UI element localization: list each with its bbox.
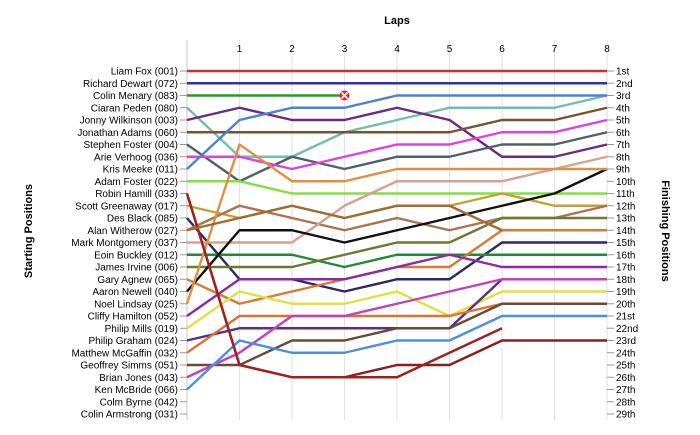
starting-label: Aaron Newell (040) <box>92 287 178 298</box>
finishing-label: 20th <box>616 299 635 310</box>
finishing-label: 17th <box>616 263 635 274</box>
series-lines <box>185 69 608 391</box>
starting-label: Jonathan Adams (060) <box>77 128 178 139</box>
starting-label: Adam Foster (022) <box>95 177 178 188</box>
starting-label: Colin Armstrong (031) <box>81 410 178 421</box>
finishing-label: 27th <box>616 385 635 396</box>
starting-label: Ken McBride (066) <box>95 385 178 396</box>
starting-label: Kris Meeke (011) <box>103 165 178 176</box>
finishing-label: 26th <box>616 373 635 384</box>
starting-label: Cliffy Hamilton (052) <box>88 312 178 323</box>
starting-label: Matthew McGaffin (032) <box>71 348 178 359</box>
series-line-6 <box>187 106 608 134</box>
starting-label: Noel Lindsay (025) <box>94 299 178 310</box>
finishing-label: 5th <box>616 116 630 127</box>
series-line-26 <box>186 278 607 379</box>
finishing-label: 4th <box>616 103 630 114</box>
starting-label: Philip Graham (024) <box>89 336 178 347</box>
finishing-label: 21st <box>616 312 635 323</box>
finishing-label: 9th <box>616 165 630 176</box>
x-tick-label: 7 <box>552 44 558 55</box>
finishing-label: 23rd <box>616 336 636 347</box>
starting-label: Alan Witherow (027) <box>87 226 178 237</box>
starting-label: Jonny Wilkinson (003) <box>80 116 178 127</box>
starting-label: Philip Mills (019) <box>105 324 178 335</box>
starting-label: Scott Greenaway (017) <box>75 201 178 212</box>
series-line-28 <box>185 193 503 379</box>
starting-label: Des Black (085) <box>107 214 178 225</box>
starting-label: Stephen Foster (004) <box>84 140 179 151</box>
finishing-label: 6th <box>616 128 630 139</box>
series-line-29 <box>186 204 503 232</box>
finishing-label: 12th <box>616 201 635 212</box>
starting-label: Richard Dewart (072) <box>83 79 178 90</box>
x-tick-label: 4 <box>394 44 400 55</box>
finishing-label: 24th <box>616 348 635 359</box>
finishing-label: 15th <box>616 238 635 249</box>
x-tick-label: 6 <box>499 44 505 55</box>
starting-label: Robin Hamill (033) <box>95 189 178 200</box>
series-line-27 <box>186 314 607 391</box>
series-line-19 <box>186 167 608 293</box>
finishing-label: 2nd <box>616 79 633 90</box>
starting-label: Liam Fox (001) <box>111 67 178 78</box>
retired-marker-x <box>340 91 349 100</box>
finishing-label: 16th <box>616 250 635 261</box>
starting-label: Colm Byrne (042) <box>100 397 178 408</box>
series-line-8 <box>187 118 608 171</box>
y-axis-left-title: Starting Positions <box>23 184 35 278</box>
series-line-9 <box>186 94 607 170</box>
starting-label: Mark Montgomery (037) <box>71 238 178 249</box>
series-line-15 <box>187 155 608 244</box>
y-axis-right-title: Finishing Positions <box>659 180 671 281</box>
series-line-17 <box>187 216 607 269</box>
series-line-22 <box>186 290 607 330</box>
x-tick-labels: 1 2 3 4 5 6 7 8 <box>237 44 611 55</box>
series-line-20 <box>185 143 607 305</box>
starting-label: Brian Jones (043) <box>99 373 178 384</box>
finishing-label: 14th <box>616 226 635 237</box>
finishing-label: 3rd <box>616 91 630 102</box>
finishing-label: 25th <box>616 361 635 372</box>
finishing-label: 19th <box>616 287 635 298</box>
finishing-label: 8th <box>616 152 630 163</box>
x-tick-label: 1 <box>237 44 243 55</box>
x-tick-label: 5 <box>447 44 453 55</box>
x-tick-label: 2 <box>289 44 295 55</box>
x-tick-label: 3 <box>342 44 348 55</box>
starting-label: Geoffrey Simms (051) <box>80 361 178 372</box>
series-line-10 <box>187 180 607 195</box>
finishing-label: 18th <box>616 275 635 286</box>
finishing-label: 28th <box>616 397 635 408</box>
starting-label: Eoin Buckley (012) <box>94 250 178 261</box>
x-tick-label: 8 <box>604 44 610 55</box>
finishing-label: 13th <box>616 214 635 225</box>
finishing-label: 22nd <box>616 324 638 335</box>
finishing-label: 11th <box>616 189 635 200</box>
finishing-label: 29th <box>616 410 635 421</box>
series-line-25 <box>187 302 607 367</box>
markers <box>339 90 350 101</box>
starting-label: Gary Agnew (065) <box>97 275 178 286</box>
starting-label: James Irvine (006) <box>95 263 178 274</box>
starting-label: Arie Verhoog (036) <box>94 152 178 163</box>
starting-position-labels: Liam Fox (001)Richard Dewart (072)Colin … <box>71 67 178 421</box>
series-line-5 <box>186 106 608 158</box>
finishing-label: 7th <box>616 140 630 151</box>
series-line-7 <box>186 131 608 183</box>
finishing-label: 10th <box>616 177 635 188</box>
starting-label: Ciaran Peden (080) <box>91 103 178 114</box>
starting-label: Colin Menary (083) <box>93 91 178 102</box>
finishing-label: 1st <box>616 67 630 78</box>
x-axis-title: Laps <box>384 15 410 27</box>
series-line-21 <box>186 253 607 317</box>
series-line-16 <box>187 253 607 269</box>
